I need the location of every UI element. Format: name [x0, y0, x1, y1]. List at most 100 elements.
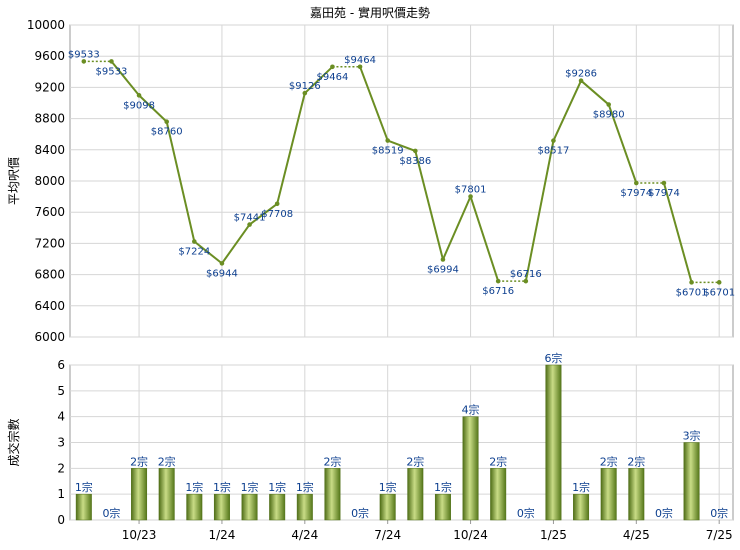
price-data-label: $8519 [372, 146, 404, 157]
price-data-label: $7801 [455, 185, 487, 196]
price-y-tick-label: 9200 [34, 80, 65, 94]
price-data-label: $7224 [178, 247, 210, 258]
price-y-tick-label: 6800 [34, 268, 65, 282]
price-line-segment [580, 79, 610, 106]
price-data-label: $9464 [344, 55, 376, 66]
volume-data-label: 1宗 [379, 480, 397, 494]
volume-data-label: 1宗 [268, 480, 286, 494]
volume-data-label: 1宗 [75, 480, 93, 494]
price-point [330, 64, 335, 70]
price-point [606, 102, 611, 107]
price-point [716, 280, 722, 285]
volume-bar [379, 493, 396, 521]
volume-y-axis-title: 成交宗數 [6, 418, 21, 466]
price-data-label: $9464 [317, 72, 349, 83]
volume-data-label: 0宗 [655, 506, 673, 520]
volume-data-label: 1宗 [572, 480, 590, 494]
price-data-label: $8980 [593, 110, 625, 121]
price-data-label: $6716 [482, 286, 514, 297]
price-point [81, 59, 87, 64]
price-point [440, 257, 446, 262]
price-line-segment [359, 66, 389, 141]
price-line-segment [276, 92, 306, 205]
volume-bar [573, 493, 590, 521]
price-data-label: $8517 [538, 146, 570, 157]
volume-y-tick-label: 3 [57, 436, 65, 450]
price-data-label: $6716 [510, 269, 542, 280]
volume-data-label: 2宗 [323, 454, 341, 468]
price-data-label: $7974 [620, 188, 652, 199]
price-point [634, 180, 639, 186]
volume-bar [186, 493, 203, 521]
price-line-segment [469, 196, 500, 282]
volume-bar [628, 468, 645, 521]
x-tick-label: 4/24 [291, 528, 318, 542]
price-line-segment [442, 196, 472, 260]
price-y-tick-label: 7200 [34, 236, 65, 250]
volume-data-label: 0宗 [517, 506, 535, 520]
volume-data-label: 1宗 [185, 480, 203, 494]
price-data-label: $8386 [399, 156, 431, 167]
volume-bar [407, 468, 424, 521]
price-data-label: $7708 [261, 209, 293, 220]
volume-data-label: 2宗 [627, 454, 645, 468]
volume-data-label: 2宗 [600, 454, 618, 468]
x-tick-label: 10/23 [122, 528, 157, 542]
volume-data-label: 1宗 [434, 480, 452, 494]
price-point [578, 78, 584, 83]
volume-y-tick-label: 5 [57, 384, 65, 398]
price-point [661, 180, 667, 186]
price-point [357, 64, 363, 70]
price-line-segment [414, 150, 444, 260]
volume-bar [75, 493, 92, 521]
price-line-segment [387, 139, 416, 152]
price-y-tick-label: 8800 [34, 112, 65, 126]
price-y-tick-label: 8000 [34, 174, 65, 188]
price-point [274, 201, 280, 207]
price-data-label: $9286 [565, 69, 597, 80]
price-point [164, 119, 169, 125]
price-point [136, 93, 142, 98]
price-point [109, 59, 114, 64]
volume-data-label: 0宗 [351, 506, 369, 520]
volume-bar [600, 468, 617, 521]
price-point [495, 278, 501, 284]
volume-data-label: 4宗 [462, 403, 480, 417]
price-point [689, 280, 694, 285]
volume-data-label: 2宗 [406, 454, 424, 468]
price-y-tick-label: 6400 [34, 299, 65, 313]
price-y-tick-label: 9600 [34, 49, 65, 63]
volume-data-label: 1宗 [213, 480, 231, 494]
volume-bar [131, 468, 148, 521]
price-data-label: $6701 [676, 287, 708, 298]
x-tick-label: 1/25 [540, 528, 567, 542]
volume-bar [269, 493, 286, 521]
price-y-tick-label: 6000 [34, 330, 65, 344]
price-line-segment [165, 121, 196, 242]
volume-data-label: 2宗 [130, 454, 148, 468]
x-tick-label: 4/25 [623, 528, 650, 542]
volume-bar [296, 493, 313, 521]
price-line-segment [248, 202, 278, 226]
price-point [385, 138, 390, 143]
x-tick-label: 10/24 [453, 528, 488, 542]
price-line-segment [110, 60, 140, 96]
price-data-label: $9126 [289, 81, 321, 92]
price-line-segment [304, 66, 334, 94]
price-data-label: $6701 [703, 287, 735, 298]
price-data-label: $7441 [234, 213, 266, 224]
volume-bar [241, 493, 258, 521]
volume-data-label: 3宗 [683, 429, 701, 443]
price-data-label: $6994 [427, 264, 459, 275]
volume-data-label: 1宗 [296, 480, 314, 494]
volume-data-label: 2宗 [489, 454, 507, 468]
price-point [302, 90, 308, 96]
price-point [247, 222, 252, 227]
volume-y-tick-label: 4 [57, 410, 65, 424]
volume-y-tick-label: 1 [57, 487, 65, 501]
volume-data-label: 1宗 [241, 480, 259, 494]
price-y-tick-label: 10000 [27, 18, 65, 32]
price-line-segment [524, 140, 555, 282]
